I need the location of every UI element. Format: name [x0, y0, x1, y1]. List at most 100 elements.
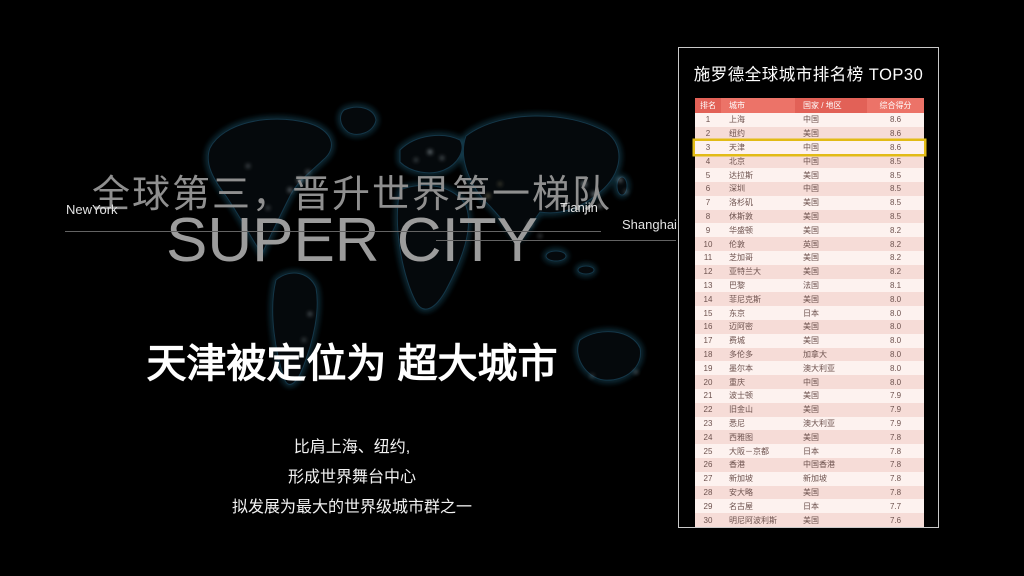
cell-country: 日本: [803, 308, 819, 318]
caption-line-1: 比肩上海、纽约,: [293, 439, 411, 456]
cell-score: 8.6: [889, 129, 902, 139]
table-row: 7 洛杉矶 美国 8.5: [695, 195, 924, 210]
cell-country: 英国: [803, 239, 819, 249]
cell-country: 美国: [803, 170, 819, 180]
cell-rank: 11: [703, 253, 713, 263]
cell-city: 华盛顿: [729, 225, 753, 235]
cell-country: 美国: [803, 487, 819, 497]
cell-score: 8.2: [889, 225, 902, 235]
cell-rank: 19: [703, 363, 713, 373]
cell-country: 美国: [803, 253, 819, 263]
cell-country: 中国: [803, 115, 819, 125]
cell-score: 8.5: [889, 184, 902, 194]
cell-country: 美国: [803, 391, 819, 401]
cell-score: 8.2: [889, 253, 902, 263]
table-row: 28 安大略 美国 7.8: [695, 485, 924, 500]
table-row: 23 悉尼 澳大利亚 7.9: [695, 416, 924, 431]
cell-score: 8.0: [889, 308, 902, 318]
cell-city: 名古屋: [729, 501, 753, 511]
cell-rank: 26: [703, 460, 713, 470]
table-row: 11 芝加哥 美国 8.2: [695, 250, 924, 265]
map-label-newyork: NewYork: [66, 202, 118, 217]
header-score: 综合得分: [867, 98, 924, 113]
cell-score: 7.8: [889, 432, 902, 442]
map-label-shanghai: Shanghai: [622, 217, 677, 232]
table-row: 17 费城 美国 8.0: [695, 333, 924, 348]
cell-score: 7.9: [889, 405, 902, 415]
caption-line-3: 拟发展为最大的世界级城市群之一: [231, 499, 472, 516]
table-row: 29 名古屋 日本 7.7: [695, 499, 924, 514]
headline: 全球第三，晋升世界第一梯队: [91, 174, 612, 216]
cell-rank: 30: [703, 515, 713, 525]
cell-rank: 27: [703, 474, 713, 484]
cell-city: 大阪－京都: [729, 446, 769, 456]
cell-city: 休斯敦: [729, 211, 753, 221]
cell-country: 美国: [803, 336, 819, 346]
ranking-table-header: 排名 城市 国家 / 地区 综合得分: [695, 98, 924, 113]
table-row: 4 北京 中国 8.5: [695, 154, 924, 169]
table-row: 14 菲尼克斯 美国 8.0: [695, 292, 924, 307]
cell-rank: 24: [703, 432, 713, 442]
table-row: 8 休斯敦 美国 8.5: [695, 209, 924, 224]
cell-rank: 25: [703, 446, 713, 456]
cell-country: 美国: [803, 267, 819, 277]
table-row: 13 巴黎 法国 8.1: [695, 278, 924, 293]
world-map: [148, 88, 680, 470]
cell-score: 7.6: [889, 515, 902, 525]
map-label-tianjin: Tianjin: [560, 200, 598, 215]
table-row: 10 伦敦 英国 8.2: [695, 237, 924, 251]
cell-city: 西雅图: [729, 432, 753, 442]
cell-rank: 4: [705, 156, 711, 166]
cell-score: 7.9: [889, 418, 902, 428]
table-row: 25 大阪－京都 日本 7.8: [695, 444, 924, 458]
cell-rank: 9: [705, 225, 711, 235]
table-row: 9 华盛顿 美国 8.2: [695, 223, 924, 238]
cell-city: 纽约: [729, 129, 745, 139]
cell-city: 费城: [729, 336, 745, 346]
cell-city: 达拉斯: [729, 170, 753, 180]
cell-score: 8.5: [889, 170, 902, 180]
header-city: 城市: [721, 98, 795, 113]
cell-country: 中国: [803, 377, 819, 387]
cell-rank: 17: [703, 336, 713, 346]
cell-city: 伦敦: [729, 239, 745, 249]
cell-city: 上海: [729, 115, 745, 125]
ranking-table-body: 1 上海 中国 8.6 2 纽约 美国 8.6 3 天津 中国 8.6 4 北京 中国 8.5 5 达拉斯 美国 8.…: [695, 113, 924, 527]
cell-rank: 2: [705, 129, 711, 139]
cell-rank: 3: [705, 142, 711, 152]
cell-score: 7.8: [889, 474, 902, 484]
table-row: 26 香港 中国香港 7.8: [695, 457, 924, 472]
table-row: 2 纽约 美国 8.6: [695, 126, 924, 141]
cell-score: 8.0: [889, 294, 902, 304]
cell-score: 8.0: [889, 349, 902, 359]
cell-rank: 29: [703, 501, 713, 511]
table-row: 12 亚特兰大 美国 8.2: [695, 264, 924, 279]
city-lights: [246, 150, 638, 378]
table-row: 22 旧金山 美国 7.9: [695, 402, 924, 417]
cell-country: 日本: [803, 501, 819, 511]
cell-score: 8.2: [889, 267, 902, 277]
cell-city: 悉尼: [729, 418, 745, 428]
table-row: 5 达拉斯 美国 8.5: [695, 168, 924, 182]
cell-score: 8.5: [889, 198, 902, 208]
cell-rank: 7: [705, 198, 711, 208]
cell-rank: 15: [703, 308, 713, 318]
cell-score: 8.0: [889, 363, 902, 373]
cell-city: 巴黎: [729, 280, 745, 290]
cell-city: 亚特兰大: [729, 267, 761, 277]
cell-rank: 12: [703, 267, 713, 277]
cell-city: 芝加哥: [729, 253, 753, 263]
cell-city: 明尼阿波利斯: [729, 515, 777, 525]
cell-score: 8.6: [889, 142, 902, 152]
table-row: 19 墨尔本 澳大利亚 8.0: [695, 361, 924, 376]
cell-country: 法国: [803, 280, 819, 290]
cell-rank: 6: [705, 184, 711, 194]
cell-score: 7.7: [889, 501, 902, 511]
table-row: 27 新加坡 新加坡 7.8: [695, 471, 924, 486]
cell-rank: 18: [703, 349, 713, 359]
callout-line-newyork-tianjin: [65, 231, 601, 232]
cell-city: 北京: [729, 156, 745, 166]
cell-country: 美国: [803, 432, 819, 442]
table-row: 20 重庆 中国 8.0: [695, 375, 924, 389]
table-row: 16 迈阿密 美国 8.0: [695, 319, 924, 334]
